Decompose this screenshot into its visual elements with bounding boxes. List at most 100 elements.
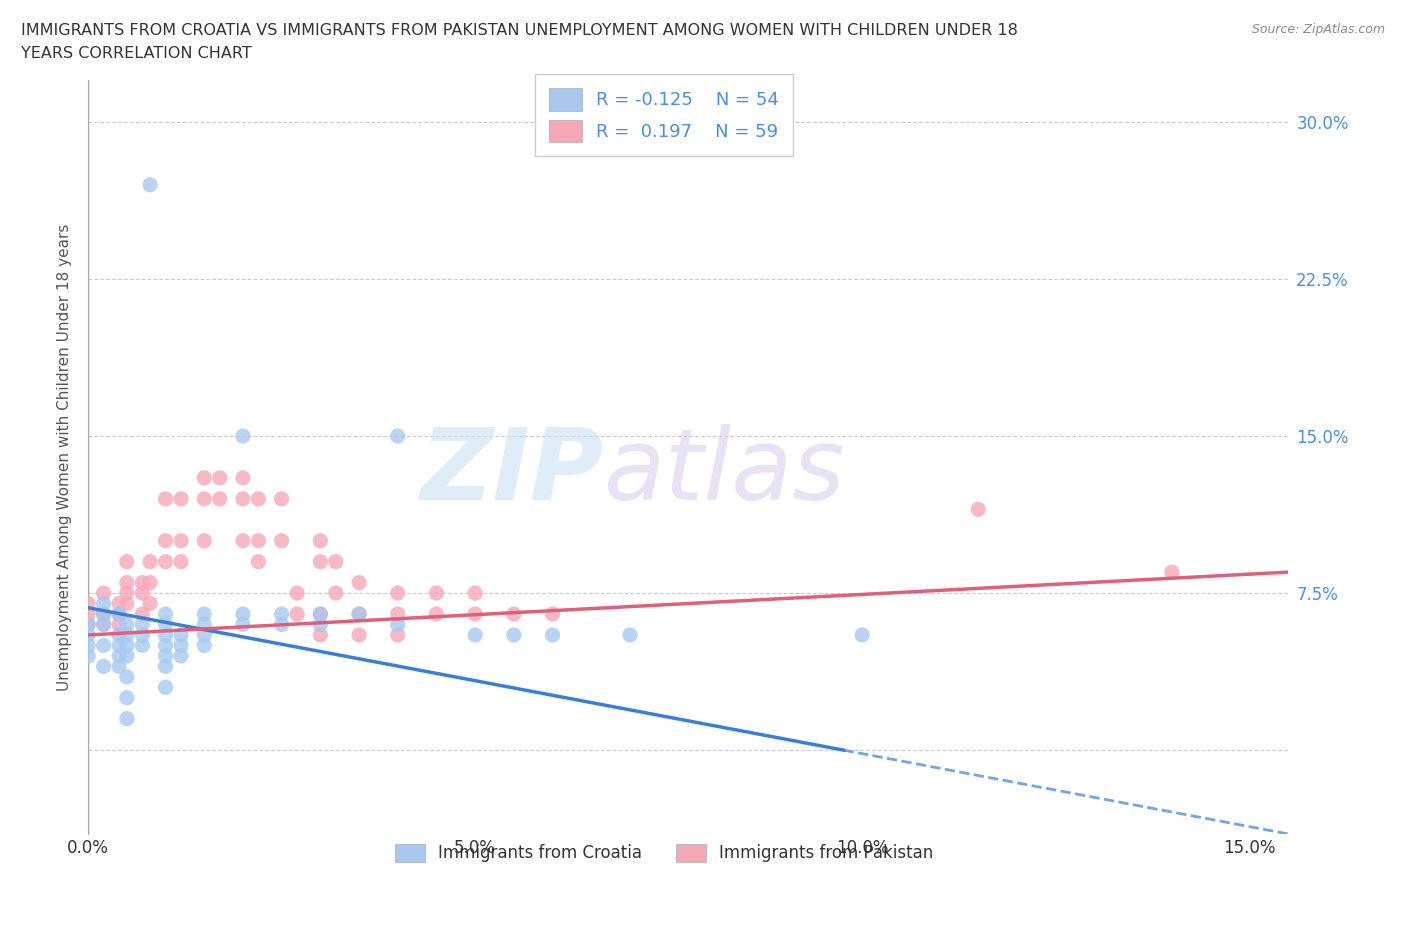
- Point: [347, 606, 370, 621]
- Point: [309, 606, 332, 621]
- Point: [155, 533, 177, 548]
- Point: [232, 491, 254, 506]
- Point: [193, 606, 215, 621]
- Point: [131, 638, 153, 653]
- Point: [232, 429, 254, 444]
- Point: [541, 606, 564, 621]
- Point: [170, 533, 193, 548]
- Point: [270, 617, 292, 631]
- Point: [155, 628, 177, 643]
- Point: [347, 628, 370, 643]
- Point: [193, 533, 215, 548]
- Point: [208, 471, 231, 485]
- Point: [155, 491, 177, 506]
- Point: [77, 638, 100, 653]
- Point: [464, 606, 486, 621]
- Text: ZIP: ZIP: [420, 423, 605, 521]
- Point: [325, 554, 347, 569]
- Point: [285, 586, 308, 601]
- Point: [193, 471, 215, 485]
- Point: [502, 606, 524, 621]
- Text: YEARS CORRELATION CHART: YEARS CORRELATION CHART: [21, 46, 252, 61]
- Point: [270, 533, 292, 548]
- Point: [93, 617, 115, 631]
- Point: [1160, 565, 1182, 579]
- Point: [232, 606, 254, 621]
- Point: [170, 554, 193, 569]
- Point: [247, 554, 270, 569]
- Point: [851, 628, 873, 643]
- Point: [232, 471, 254, 485]
- Point: [309, 628, 332, 643]
- Point: [77, 596, 100, 611]
- Point: [139, 575, 162, 590]
- Point: [170, 638, 193, 653]
- Point: [131, 628, 153, 643]
- Point: [309, 617, 332, 631]
- Point: [115, 586, 138, 601]
- Point: [155, 648, 177, 663]
- Point: [108, 617, 131, 631]
- Point: [464, 628, 486, 643]
- Point: [131, 575, 153, 590]
- Point: [108, 628, 131, 643]
- Point: [139, 178, 162, 193]
- Point: [387, 606, 409, 621]
- Point: [115, 596, 138, 611]
- Point: [347, 575, 370, 590]
- Point: [464, 586, 486, 601]
- Point: [155, 606, 177, 621]
- Point: [115, 628, 138, 643]
- Point: [270, 491, 292, 506]
- Text: IMMIGRANTS FROM CROATIA VS IMMIGRANTS FROM PAKISTAN UNEMPLOYMENT AMONG WOMEN WIT: IMMIGRANTS FROM CROATIA VS IMMIGRANTS FR…: [21, 23, 1018, 38]
- Point: [93, 606, 115, 621]
- Point: [131, 606, 153, 621]
- Point: [108, 596, 131, 611]
- Point: [155, 680, 177, 695]
- Point: [108, 659, 131, 674]
- Point: [193, 617, 215, 631]
- Point: [93, 638, 115, 653]
- Point: [115, 617, 138, 631]
- Point: [155, 638, 177, 653]
- Point: [387, 628, 409, 643]
- Point: [309, 533, 332, 548]
- Y-axis label: Unemployment Among Women with Children Under 18 years: Unemployment Among Women with Children U…: [58, 223, 72, 691]
- Point: [967, 502, 990, 517]
- Point: [77, 617, 100, 631]
- Point: [541, 628, 564, 643]
- Point: [285, 606, 308, 621]
- Point: [270, 606, 292, 621]
- Point: [115, 648, 138, 663]
- Point: [108, 638, 131, 653]
- Point: [347, 606, 370, 621]
- Point: [387, 617, 409, 631]
- Point: [93, 606, 115, 621]
- Point: [108, 648, 131, 663]
- Point: [115, 638, 138, 653]
- Point: [387, 429, 409, 444]
- Point: [139, 596, 162, 611]
- Point: [77, 648, 100, 663]
- Point: [193, 628, 215, 643]
- Point: [155, 617, 177, 631]
- Legend: Immigrants from Croatia, Immigrants from Pakistan: Immigrants from Croatia, Immigrants from…: [387, 835, 942, 870]
- Point: [155, 554, 177, 569]
- Text: Source: ZipAtlas.com: Source: ZipAtlas.com: [1251, 23, 1385, 36]
- Point: [93, 617, 115, 631]
- Point: [155, 659, 177, 674]
- Point: [425, 606, 447, 621]
- Point: [115, 690, 138, 705]
- Point: [93, 586, 115, 601]
- Point: [170, 648, 193, 663]
- Point: [425, 586, 447, 601]
- Point: [115, 554, 138, 569]
- Point: [193, 638, 215, 653]
- Text: atlas: atlas: [605, 423, 845, 521]
- Point: [619, 628, 641, 643]
- Point: [131, 617, 153, 631]
- Point: [131, 586, 153, 601]
- Point: [208, 491, 231, 506]
- Point: [108, 606, 131, 621]
- Point: [232, 617, 254, 631]
